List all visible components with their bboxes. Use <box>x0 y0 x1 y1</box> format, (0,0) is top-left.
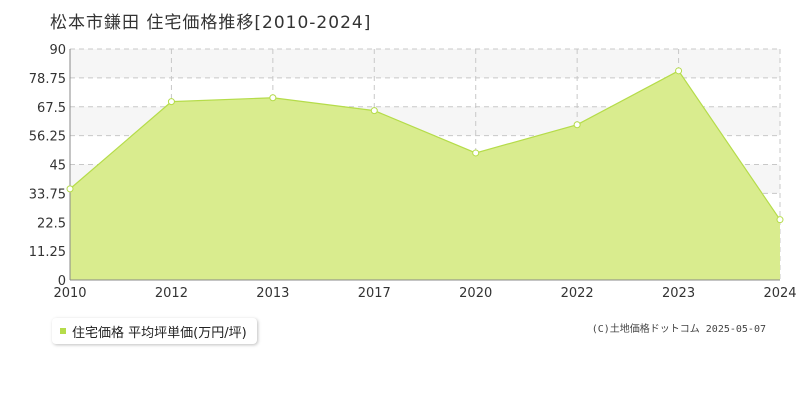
legend-swatch <box>60 328 66 334</box>
series-line <box>69 70 781 221</box>
y-tick-label: 11.25 <box>29 245 66 260</box>
x-tick-label: 2012 <box>155 286 188 301</box>
legend-label: 住宅価格 平均坪単価(万円/坪) <box>72 325 247 341</box>
x-tick-label: 2022 <box>561 286 594 301</box>
copyright-text: (C)土地価格ドットコム 2025-05-07 <box>591 324 766 335</box>
x-tick-label: 2010 <box>53 286 86 301</box>
x-tick-label: 2013 <box>256 286 289 301</box>
x-tick-label: 2023 <box>662 286 695 301</box>
y-tick-label: 33.75 <box>29 187 66 202</box>
y-tick-label: 67.5 <box>37 101 66 116</box>
legend: 住宅価格 平均坪単価(万円/坪) <box>52 318 257 344</box>
data-point <box>66 185 74 193</box>
area-layer <box>69 70 781 280</box>
y-tick-label: 90 <box>49 43 66 58</box>
data-point <box>269 94 277 102</box>
data-point <box>675 67 683 75</box>
series-area <box>70 70 780 280</box>
data-point <box>776 216 784 224</box>
y-tick-labels: 0 11.25 22.5 33.75 45 56.25 67.5 78.75 90 <box>29 43 66 289</box>
x-tick-label: 2020 <box>459 286 492 301</box>
data-point <box>573 121 581 129</box>
data-point <box>370 107 378 115</box>
y-tick-label: 45 <box>49 159 66 174</box>
y-tick-label: 0 <box>58 274 66 289</box>
data-points <box>66 67 784 224</box>
data-point <box>167 98 175 106</box>
x-tick-labels: 2010 2012 2013 2017 2020 2022 2023 2024 <box>53 286 796 301</box>
x-tick-label: 2017 <box>358 286 391 301</box>
data-point <box>472 149 480 157</box>
grid-band <box>70 49 780 78</box>
y-tick-label: 78.75 <box>29 72 66 87</box>
y-tick-label: 56.25 <box>29 130 66 145</box>
y-tick-label: 22.5 <box>37 216 66 231</box>
axis-layer <box>69 49 780 281</box>
chart-title: 松本市鎌田 住宅価格推移[2010-2024] <box>50 13 372 33</box>
x-tick-label: 2024 <box>763 286 796 301</box>
